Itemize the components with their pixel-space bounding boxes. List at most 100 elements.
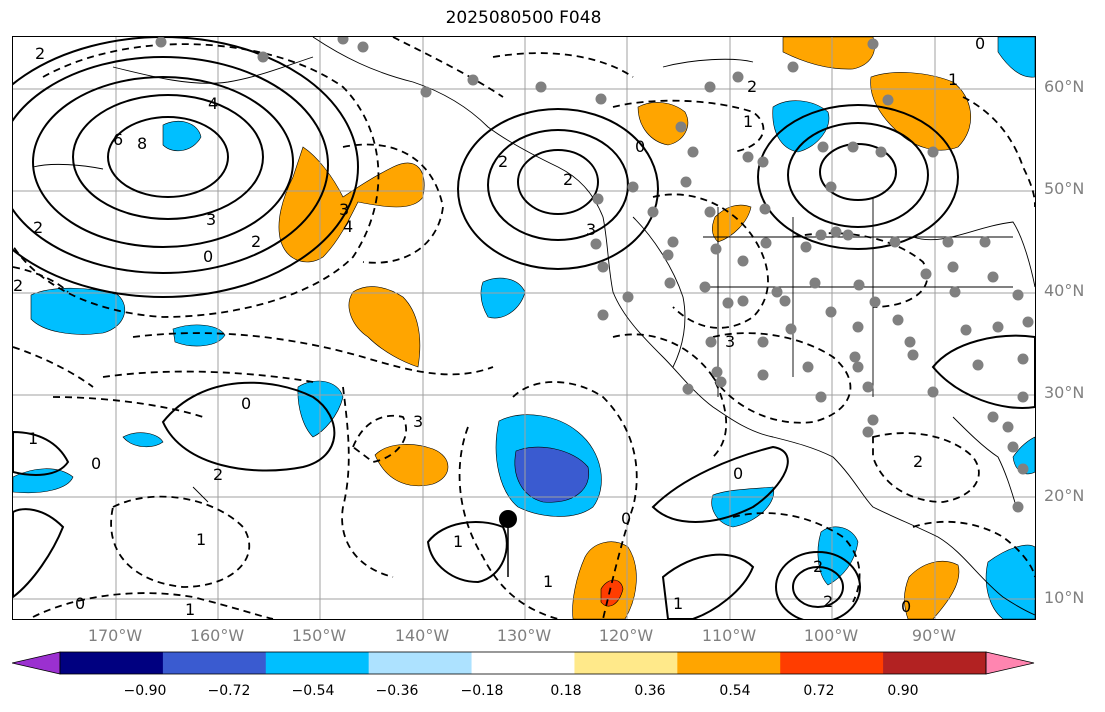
contour-label: 2 xyxy=(251,232,261,251)
contour-label: 3 xyxy=(339,200,349,219)
contour-label: 2 xyxy=(35,44,45,63)
colorbar-tick-label: 0.54 xyxy=(719,683,751,699)
orange-region xyxy=(572,541,637,619)
blue-region xyxy=(711,486,775,528)
contour-label: 0 xyxy=(241,394,251,413)
contour-label: 2 xyxy=(498,152,508,171)
blue-region xyxy=(480,277,526,319)
contour-label: 0 xyxy=(91,454,101,473)
map-panel: 2 4 6 8 2 0 3 2 4 3 2 0 1 0 2 1 3 1 2 3 … xyxy=(12,36,1036,620)
colorbar xyxy=(12,651,1035,675)
colorbar-tick-label: 0.90 xyxy=(887,683,919,699)
colorbar-segment xyxy=(60,652,164,674)
contour-label: 0 xyxy=(901,597,911,616)
contour-label: 2 xyxy=(563,170,573,189)
contour-label-layer: 2 4 6 8 2 0 3 2 4 3 2 0 1 0 2 1 3 1 2 3 … xyxy=(13,37,985,619)
dashed-contours xyxy=(13,37,1035,619)
colorbar-segment xyxy=(368,652,473,674)
colorbar-segment xyxy=(574,652,678,674)
contour-label: 1 xyxy=(543,572,553,591)
colorbar-tick-label: −0.72 xyxy=(207,683,251,699)
blue-region xyxy=(1012,436,1035,475)
blue-region xyxy=(172,324,226,347)
blue-region xyxy=(514,446,590,503)
contour-label: 2 xyxy=(823,592,833,611)
blue-region xyxy=(122,432,164,447)
colorbar-tick-label: −0.90 xyxy=(123,683,167,699)
orange-region xyxy=(904,561,960,619)
lon-label: 120°W xyxy=(598,626,654,645)
orange-region xyxy=(637,102,689,146)
contour-label: 0 xyxy=(621,509,631,528)
blue-region xyxy=(997,37,1035,78)
lon-label: 170°W xyxy=(87,626,143,645)
colorbar-tick-label: −0.36 xyxy=(375,683,419,699)
contour-label: 1 xyxy=(185,600,195,619)
contour-label: 0 xyxy=(75,594,85,613)
station-markers xyxy=(155,37,1034,513)
colorbar-segment xyxy=(677,652,781,674)
contour-label: 2 xyxy=(813,557,823,576)
contour-label: 0 xyxy=(733,464,743,483)
colorbar-segment xyxy=(12,651,61,675)
lon-label: 160°W xyxy=(189,626,245,645)
contour-label: 3 xyxy=(413,412,423,431)
contour-label: 1 xyxy=(453,532,463,551)
solid-contours xyxy=(13,37,1035,619)
contour-label: 1 xyxy=(673,594,683,613)
lon-label: 130°W xyxy=(496,626,552,645)
contour-label: 0 xyxy=(203,247,213,266)
contour-label: 8 xyxy=(137,134,147,153)
contour-label: 3 xyxy=(725,332,735,351)
red-region xyxy=(600,579,624,607)
shaded-anomaly-regions xyxy=(13,37,1035,619)
lat-label: 40°N xyxy=(1044,281,1085,300)
map-title: 2025080500 F048 xyxy=(445,8,602,28)
contour-label: 1 xyxy=(196,530,206,549)
lat-label: 50°N xyxy=(1044,179,1085,198)
blue-region xyxy=(13,468,74,493)
colorbar-segment xyxy=(883,652,987,674)
contour-label: 2 xyxy=(13,276,23,295)
lon-label: 140°W xyxy=(394,626,450,645)
orange-region xyxy=(348,286,421,368)
colorbar-segment xyxy=(985,651,1035,675)
contour-label: 0 xyxy=(635,137,645,156)
contour-label: 3 xyxy=(586,220,596,239)
colorbar-tick-label: 0.36 xyxy=(634,683,666,699)
colorbar-outline xyxy=(59,651,987,675)
lat-label: 20°N xyxy=(1044,486,1085,505)
colorbar-tick-label: −0.18 xyxy=(460,683,504,699)
contour-label: 4 xyxy=(208,94,218,113)
colorbar-segment xyxy=(162,652,267,674)
blue-region xyxy=(162,121,202,152)
lon-label: 150°W xyxy=(291,626,347,645)
colorbar-tick-label: −0.54 xyxy=(291,683,335,699)
contour-label: 2 xyxy=(747,77,757,96)
blue-region xyxy=(30,287,126,335)
colorbar-tick-label: 0.18 xyxy=(550,683,582,699)
orange-region xyxy=(278,146,425,263)
contour-label: 1 xyxy=(28,429,38,448)
lat-label: 10°N xyxy=(1044,588,1085,607)
colorbar-segment xyxy=(471,652,575,674)
colorbar-tick-label: 0.72 xyxy=(803,683,835,699)
graticule xyxy=(13,37,1035,619)
lon-label: 100°W xyxy=(803,626,859,645)
contour-label: 6 xyxy=(113,130,123,149)
lat-label: 30°N xyxy=(1044,383,1085,402)
blue-region xyxy=(985,544,1035,619)
contour-label: 1 xyxy=(948,70,958,89)
orange-region xyxy=(870,72,971,151)
orange-region xyxy=(374,444,449,487)
map-canvas: 2 4 6 8 2 0 3 2 4 3 2 0 1 0 2 1 3 1 2 3 … xyxy=(13,37,1035,619)
contour-label: 0 xyxy=(975,37,985,53)
orange-region xyxy=(712,204,752,243)
contour-label: 4 xyxy=(343,217,353,236)
contour-label: 1 xyxy=(743,112,753,131)
lon-label: 90°W xyxy=(911,626,957,645)
colorbar-segment xyxy=(265,652,370,674)
contour-label: 3 xyxy=(206,210,216,229)
contour-label: 2 xyxy=(213,465,223,484)
colorbar-segment xyxy=(780,652,884,674)
